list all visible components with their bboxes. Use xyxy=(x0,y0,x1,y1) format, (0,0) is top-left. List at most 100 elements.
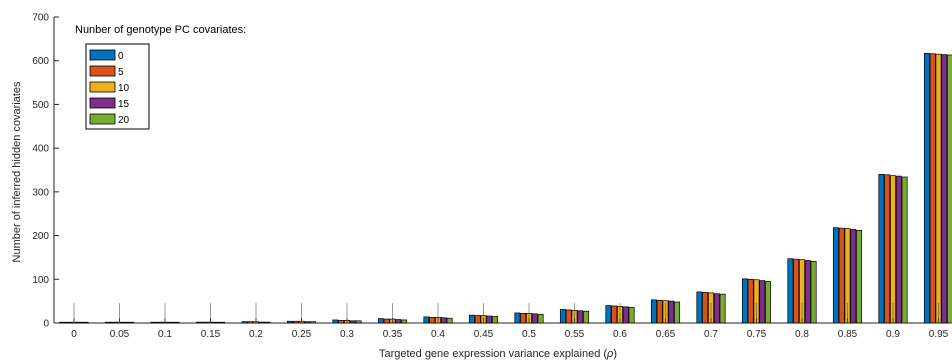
bar xyxy=(377,318,384,324)
bar xyxy=(65,321,72,324)
bar xyxy=(878,174,885,324)
bar xyxy=(713,293,720,324)
bar xyxy=(383,318,390,324)
bar xyxy=(122,321,129,324)
bar xyxy=(76,321,83,324)
bar xyxy=(310,321,317,324)
bar xyxy=(104,321,111,324)
bar xyxy=(804,260,811,324)
bar xyxy=(577,310,584,324)
x-tick-label: 0.45 xyxy=(474,329,494,340)
bar xyxy=(583,310,590,324)
bar xyxy=(338,320,345,324)
bar xyxy=(537,313,544,324)
legend-label: 15 xyxy=(118,99,130,110)
x-tick-label: 0.15 xyxy=(201,329,221,340)
bar xyxy=(674,301,681,324)
bar xyxy=(901,176,908,324)
bar xyxy=(765,281,772,324)
bar xyxy=(559,309,566,324)
x-tick-label: 0.9 xyxy=(886,329,900,340)
x-tick-label: 0.2 xyxy=(249,329,263,340)
x-tick-label: 0.75 xyxy=(747,329,767,340)
legend-label: 20 xyxy=(118,115,130,126)
bar xyxy=(696,291,703,324)
x-tick-label: 0.8 xyxy=(795,329,809,340)
bar xyxy=(241,321,248,324)
bar xyxy=(935,53,942,324)
x-axis-label: Targeted gene expression variance explai… xyxy=(379,348,617,360)
x-tick-label: 0.7 xyxy=(704,329,718,340)
bar xyxy=(446,317,453,324)
bar xyxy=(856,229,863,324)
bar xyxy=(747,278,754,324)
bar xyxy=(173,321,180,324)
bar xyxy=(150,321,157,324)
x-tick-label: 0.5 xyxy=(522,329,536,340)
bar xyxy=(59,321,66,324)
bar xyxy=(656,299,663,324)
x-tick-label: 0 xyxy=(71,329,77,340)
bar xyxy=(923,52,930,324)
bar xyxy=(514,312,521,324)
bar xyxy=(628,306,635,324)
x-tick-label: 0.6 xyxy=(613,329,627,340)
x-tick-label: 0.35 xyxy=(383,329,403,340)
bar xyxy=(468,314,475,324)
legend-swatch xyxy=(89,97,116,109)
bar xyxy=(219,321,226,324)
bar xyxy=(401,319,408,324)
bar xyxy=(474,315,481,324)
bar xyxy=(486,315,493,324)
bar xyxy=(395,319,402,324)
x-tick-label: 0.95 xyxy=(929,329,949,340)
bar xyxy=(332,319,339,324)
x-tick-label: 0.4 xyxy=(431,329,445,340)
legend-label: 5 xyxy=(118,67,124,78)
bar xyxy=(286,320,293,324)
bar xyxy=(929,53,936,324)
bar xyxy=(895,175,902,324)
bar xyxy=(787,258,794,324)
y-axis-label: Number of inferred hidden covariates xyxy=(11,81,23,262)
bar xyxy=(156,321,163,324)
x-tick-label: 0.25 xyxy=(292,329,312,340)
x-tick-label: 0.85 xyxy=(838,329,858,340)
x-tick-label: 0.3 xyxy=(340,329,354,340)
bar xyxy=(850,229,857,324)
bar xyxy=(82,321,89,324)
bar xyxy=(622,306,629,324)
bar xyxy=(884,174,891,324)
y-tick-label: 500 xyxy=(32,100,49,111)
bar xyxy=(349,320,356,324)
bar xyxy=(492,316,499,324)
legend-label: 10 xyxy=(118,83,130,94)
y-tick-label: 100 xyxy=(32,275,49,286)
x-tick-label: 0.05 xyxy=(110,329,130,340)
bar xyxy=(890,175,896,324)
bar xyxy=(201,321,208,324)
bar xyxy=(167,321,174,324)
bar xyxy=(810,261,817,324)
x-tick-label: 0.65 xyxy=(656,329,676,340)
y-tick-label: 400 xyxy=(32,144,49,155)
bar xyxy=(429,316,436,324)
x-tick-label: 0.55 xyxy=(565,329,585,340)
legend-swatch xyxy=(89,49,116,61)
legend-label: 0 xyxy=(118,51,124,62)
legend: Nunber of genotype PC covariates: 0 5 10 15… xyxy=(75,24,246,130)
bar xyxy=(355,320,362,324)
y-tick-label: 0 xyxy=(43,319,49,330)
bar xyxy=(531,313,538,324)
x-tick-label: 0.1 xyxy=(158,329,172,340)
bar xyxy=(292,320,299,324)
y-tick-label: 200 xyxy=(32,231,49,242)
bar xyxy=(423,316,430,324)
bar xyxy=(264,321,271,324)
bar xyxy=(838,227,845,324)
bar xyxy=(110,321,117,324)
y-tick-label: 600 xyxy=(32,56,49,67)
legend-swatch xyxy=(89,65,116,77)
